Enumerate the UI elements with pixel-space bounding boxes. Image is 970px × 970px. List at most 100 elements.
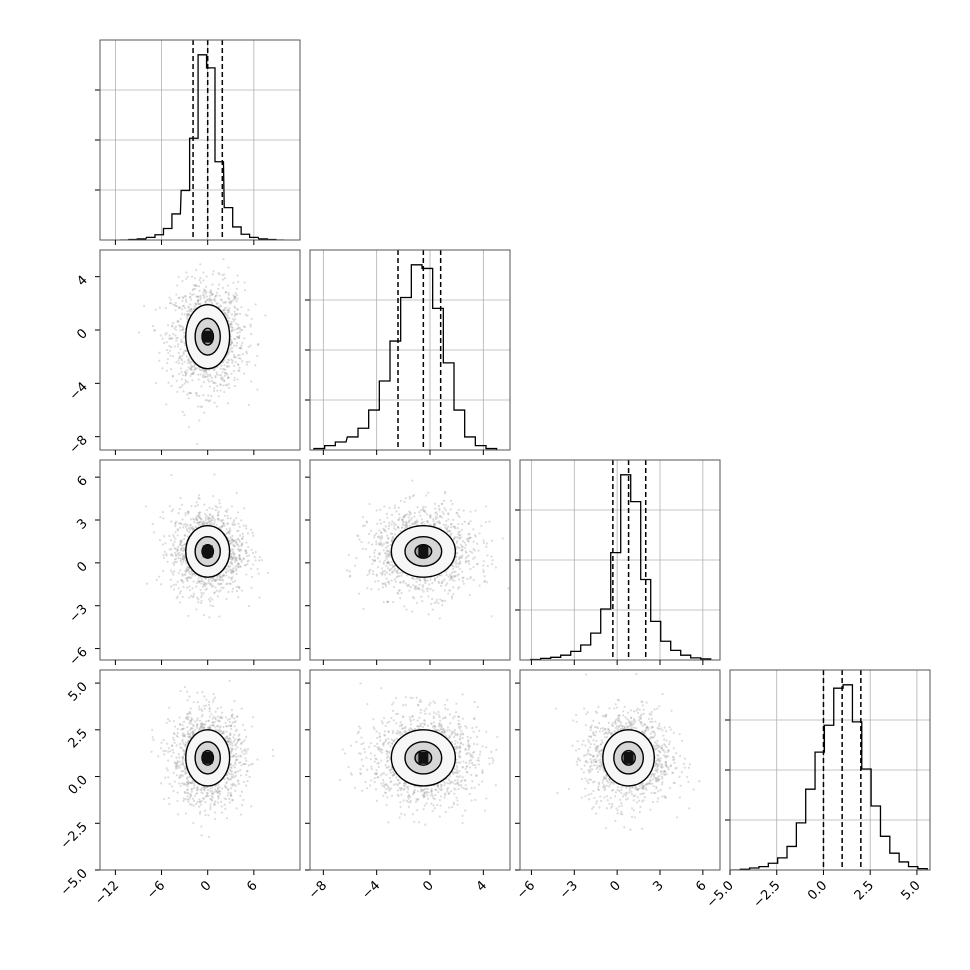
scatter-point: [433, 577, 437, 580]
scatter-point: [220, 711, 224, 714]
scatter-point: [228, 801, 231, 804]
scatter-point: [397, 518, 400, 522]
y-tick-label: −4: [67, 380, 91, 404]
scatter-point: [167, 759, 170, 762]
scatter-point: [485, 505, 488, 508]
panel-frame: [309, 249, 511, 451]
scatter-point: [217, 720, 220, 723]
scatter-point: [434, 523, 437, 526]
scatter-point: [218, 729, 221, 732]
scatter-point: [209, 596, 212, 599]
scatter-point: [185, 528, 189, 531]
scatter-point: [232, 570, 235, 573]
scatter-point: [198, 521, 201, 524]
scatter-point: [220, 811, 224, 814]
scatter-point: [172, 542, 175, 546]
scatter-point: [230, 537, 233, 540]
scatter-point: [187, 397, 190, 400]
scatter-point: [246, 560, 249, 563]
scatter-point: [206, 399, 209, 402]
scatter-point: [222, 273, 226, 276]
scatter-point: [234, 337, 237, 341]
scatter-point: [193, 521, 196, 524]
scatter-point: [161, 337, 164, 340]
scatter-point: [225, 786, 228, 789]
panel-frame: [309, 459, 511, 661]
scatter-point: [174, 522, 177, 526]
scatter-point: [226, 582, 229, 585]
scatter-point: [357, 534, 360, 538]
scatter-point: [177, 587, 180, 590]
scatter-point: [228, 539, 231, 542]
scatter-point: [229, 749, 233, 753]
scatter-point: [200, 723, 203, 726]
scatter-point: [213, 592, 216, 595]
scatter-point: [381, 582, 384, 585]
scatter-point: [244, 313, 247, 316]
scatter-point: [401, 526, 404, 529]
scatter-point: [169, 298, 172, 301]
scatter-point: [412, 494, 416, 497]
scatter-point: [187, 512, 190, 515]
scatter-point: [460, 548, 463, 552]
scatter-point: [236, 741, 239, 744]
scatter-point: [217, 574, 220, 577]
scatter-point: [215, 302, 218, 305]
scatter-point: [214, 299, 217, 303]
scatter-point: [465, 538, 468, 541]
scatter-point: [223, 371, 227, 374]
scatter-point: [226, 402, 230, 405]
scatter-point: [176, 761, 179, 764]
scatter-point: [214, 295, 217, 298]
scatter-point: [442, 499, 446, 502]
scatter-point: [178, 306, 181, 309]
scatter-point: [207, 726, 210, 730]
scatter-point: [457, 531, 460, 534]
scatter-point: [206, 518, 209, 521]
scatter-point: [179, 347, 182, 351]
scatter-point: [228, 317, 231, 320]
scatter-point: [449, 526, 452, 529]
scatter-point: [174, 557, 178, 560]
scatter-point: [208, 291, 211, 294]
scatter-point: [219, 383, 222, 386]
scatter-point: [411, 576, 414, 580]
scatter-point: [224, 807, 227, 810]
scatter-point: [462, 582, 465, 585]
scatter-point: [237, 323, 240, 326]
scatter-point: [434, 507, 437, 510]
scatter-point: [166, 358, 170, 361]
scatter-point: [453, 536, 456, 539]
scatter-point: [203, 513, 207, 516]
y-tick-label: 0: [74, 326, 90, 342]
scatter-point: [490, 562, 494, 566]
scatter-point: [248, 775, 251, 779]
scatter-point: [397, 574, 401, 578]
scatter-point: [438, 507, 441, 510]
scatter-point: [183, 733, 186, 736]
scatter-point: [192, 517, 195, 520]
scatter-point: [233, 314, 236, 318]
scatter-point: [187, 792, 190, 795]
scatter-point: [218, 576, 221, 579]
scatter-point: [447, 529, 450, 532]
scatter-point: [227, 352, 230, 355]
scatter-point: [408, 510, 411, 513]
scatter-point: [195, 295, 198, 298]
scatter-point: [204, 292, 207, 295]
scatter-point: [411, 610, 414, 613]
scatter-point: [177, 557, 180, 560]
scatter-point: [199, 263, 202, 266]
scatter-point: [231, 538, 234, 542]
scatter-point: [204, 375, 207, 379]
scatter-point: [184, 577, 188, 580]
scatter-point: [387, 561, 390, 564]
scatter-point: [170, 384, 173, 388]
scatter-point: [371, 558, 374, 561]
scatter-point: [214, 710, 217, 713]
scatter-point: [181, 756, 184, 759]
panel-2-1: [305, 459, 511, 665]
scatter-point: [450, 595, 454, 598]
scatter-point: [424, 505, 427, 509]
scatter-point: [198, 419, 201, 422]
